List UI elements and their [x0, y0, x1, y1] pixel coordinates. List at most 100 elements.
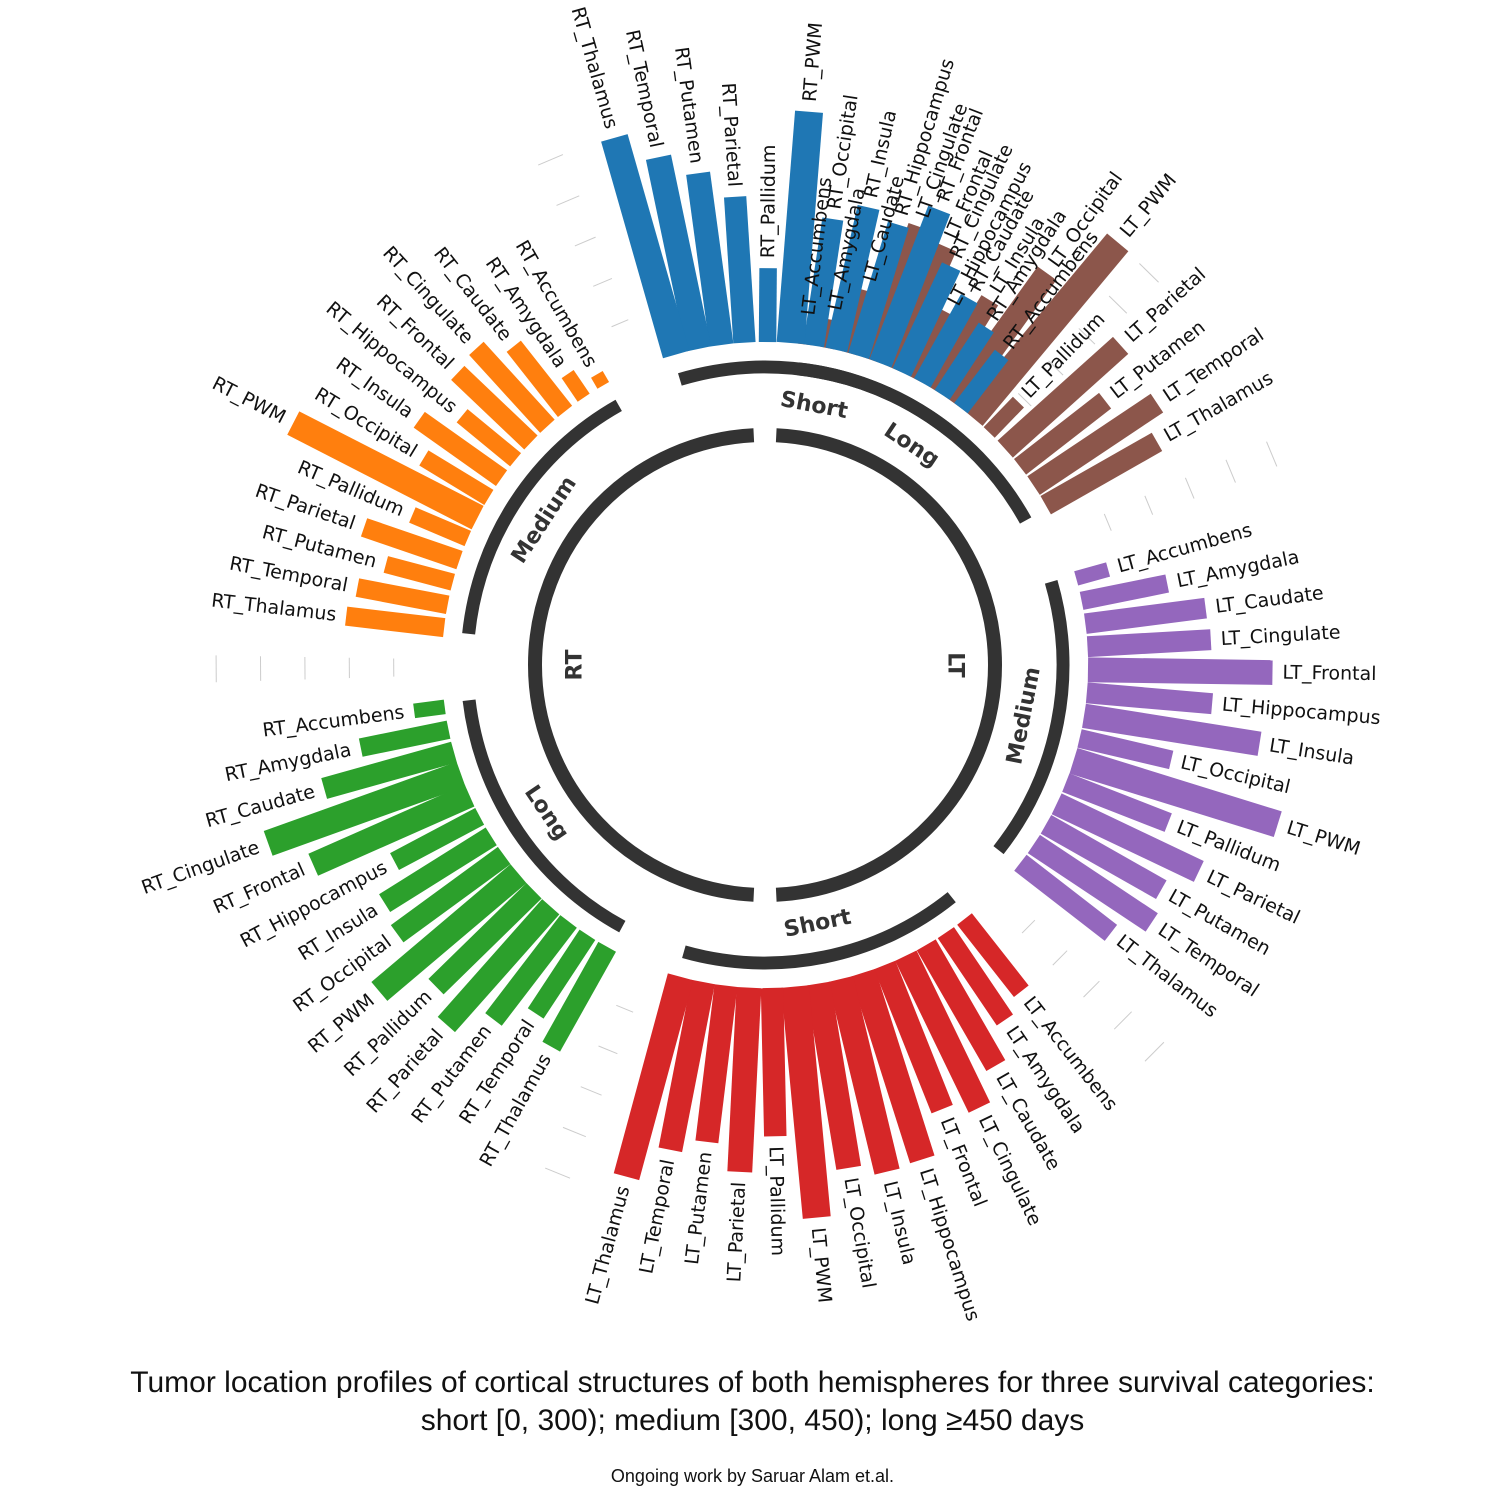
- group-label-lt-medium: Medium: [1002, 665, 1046, 767]
- bar-rt-temporal-long: [527, 929, 596, 1019]
- grid-tick: [556, 195, 580, 206]
- bar-rt-amygdala-short: [934, 322, 994, 400]
- bar-lt-cingulate-medium: [1086, 629, 1212, 658]
- grid-tick: [1144, 495, 1154, 515]
- bar-rt-caudate-long: [321, 741, 457, 799]
- bar-rt-insula-medium: [413, 411, 508, 486]
- grid-tick: [1021, 919, 1036, 934]
- bar-label: LT_Frontal: [1282, 662, 1376, 685]
- bar-lt-putamen-medium: [1040, 814, 1167, 899]
- bar-rt-temporal-medium: [355, 578, 450, 614]
- grid-tick: [1052, 950, 1068, 966]
- grid-tick: [574, 236, 596, 247]
- grid-tick: [1103, 513, 1112, 531]
- bar-lt-pwm-short: [781, 985, 831, 1219]
- bar-rt-frontal-short: [869, 205, 951, 368]
- bar-rt-pwm-short: [776, 110, 823, 345]
- bar-label: RT_Thalamus: [567, 4, 623, 131]
- bar-lt-thalamus-medium: [1014, 854, 1118, 941]
- bar-label: RT_Parietal: [717, 82, 746, 188]
- group-ring-rt-short: [678, 360, 953, 436]
- chart-credit: Ongoing work by Saruar Alam et.al.: [610, 1466, 895, 1486]
- grid-tick: [1108, 295, 1128, 314]
- bar-label: LT_PWM: [807, 1227, 836, 1304]
- bar-lt-cingulate-short: [895, 950, 991, 1113]
- bar-rt-occipital-medium: [419, 450, 494, 505]
- bar-label: LT_Insula: [879, 1179, 920, 1267]
- bar-lt-accumbens-medium: [1074, 562, 1111, 586]
- grid-tick: [1083, 980, 1100, 998]
- bar-lt-putamen-long: [1013, 392, 1112, 475]
- bar-rt-hippocampus-long: [390, 807, 485, 870]
- bar-rt-accumbens-short: [954, 349, 1009, 414]
- bar-rt-occipital-short: [803, 217, 844, 348]
- bar-label: RT_Putamen: [670, 46, 708, 165]
- bar-label: RT_PWM: [799, 22, 827, 103]
- grid-tick: [1048, 360, 1064, 376]
- chart-bars: [263, 110, 1282, 1219]
- bar-rt-amygdala-medium: [561, 369, 590, 402]
- grid-tick: [611, 319, 629, 328]
- bar-label: RT_Pallidum: [757, 145, 780, 259]
- group-ring-rt-long: [462, 699, 626, 933]
- bar-label: LT_Hippocampus: [1221, 694, 1381, 730]
- grid-tick: [1266, 441, 1278, 467]
- group-ring-lt-medium: [993, 580, 1070, 855]
- bar-rt-thalamus-medium: [345, 606, 446, 638]
- bar-lt-parietal-long: [997, 336, 1129, 458]
- bar-rt-putamen-short: [686, 171, 734, 347]
- bar-rt-putamen-long: [485, 915, 577, 1026]
- grid-tick: [1225, 459, 1236, 483]
- bar-rt-parietal-medium: [360, 518, 463, 570]
- bar-lt-temporal-long: [1027, 393, 1164, 495]
- grid-tick: [580, 1086, 602, 1096]
- chart-grid: [215, 154, 1278, 1179]
- bar-rt-insula-short: [825, 204, 880, 353]
- bar-rt-insula-long: [379, 827, 497, 913]
- bar-lt-hippocampus-short: [850, 968, 935, 1164]
- bar-rt-frontal-medium: [451, 365, 538, 450]
- hemisphere-label-lt: LT: [943, 652, 968, 677]
- bar-rt-cingulate-medium: [469, 341, 555, 433]
- bar-lt-parietal-medium: [1051, 793, 1204, 882]
- bar-label: LT_Insula: [1268, 734, 1356, 769]
- bar-label: RT_Thalamus: [210, 590, 337, 626]
- bar-lt-caudate-short: [916, 939, 1006, 1072]
- bar-lt-temporal-short: [658, 979, 715, 1153]
- bar-lt-frontal-medium: [1087, 657, 1273, 685]
- bar-lt-occipital-medium: [1077, 729, 1174, 770]
- bar-rt-pwm-medium: [287, 411, 484, 530]
- grid-tick: [538, 154, 564, 166]
- bar-rt-temporal-short: [645, 154, 712, 352]
- grid-tick: [1139, 263, 1159, 283]
- bar-lt-amygdala-short: [937, 927, 1014, 1026]
- chart-rings: [462, 360, 1070, 970]
- grid-tick: [1144, 1041, 1165, 1062]
- bar-rt-pallidum-short: [758, 268, 777, 343]
- group-label-lt-short: Short: [782, 905, 854, 943]
- grid-tick: [545, 1167, 571, 1179]
- bar-label: LT_Putamen: [681, 1150, 717, 1265]
- bar-lt-temporal-medium: [1027, 834, 1158, 932]
- grid-tick: [1184, 477, 1195, 499]
- bar-rt-parietal-short: [724, 196, 756, 344]
- bar-lt-occipital-long: [944, 266, 1057, 410]
- hemisphere-label-rt: RT: [563, 650, 588, 681]
- grid-tick: [616, 1004, 634, 1013]
- bar-rt-pallidum-long: [428, 883, 542, 995]
- bar-lt-hippocampus-medium: [1085, 682, 1214, 715]
- bar-lt-amygdala-medium: [1079, 574, 1170, 610]
- bar-lt-pallidum-long: [983, 396, 1024, 438]
- bar-lt-accumbens-short: [957, 913, 1029, 998]
- bar-label: LT_Temporal: [635, 1158, 679, 1276]
- bar-label: LT_Pallidum: [765, 1146, 789, 1256]
- grid-tick: [593, 277, 613, 287]
- bar-label: LT_Cingulate: [1220, 621, 1341, 650]
- group-ring-rt-medium: [462, 399, 622, 635]
- bar-lt-insula-short: [828, 975, 900, 1175]
- bar-label: LT_Parietal: [723, 1181, 750, 1282]
- bar-rt-accumbens-medium: [591, 370, 610, 389]
- bar-rt-putamen-medium: [383, 556, 455, 591]
- bar-rt-cingulate-long: [263, 761, 466, 856]
- bar-rt-hippocampus-medium: [456, 409, 522, 467]
